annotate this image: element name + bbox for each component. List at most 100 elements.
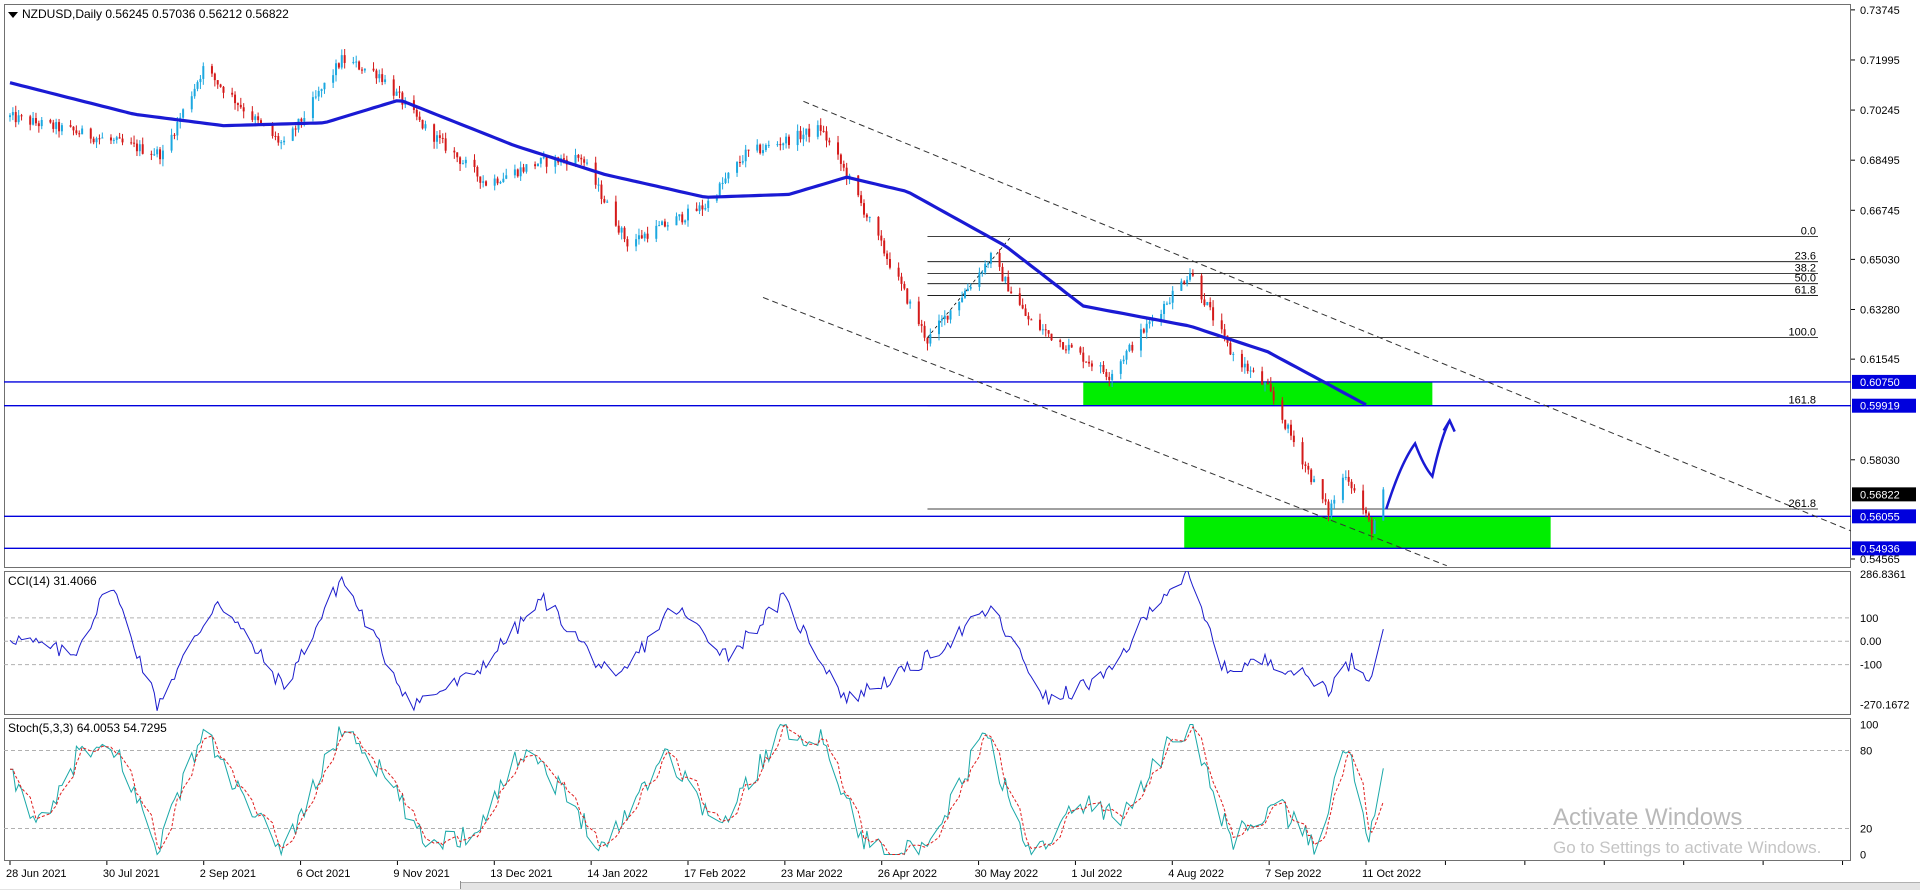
candle-body [536, 163, 539, 167]
candle-body [1321, 479, 1324, 500]
candle-body [1064, 349, 1067, 351]
candle-body [808, 128, 811, 137]
candle-body [294, 128, 297, 130]
candle-body [17, 115, 20, 123]
candle-body [260, 120, 263, 124]
candle-body [133, 142, 136, 144]
candle-body [661, 221, 664, 226]
candle-body [736, 162, 739, 173]
time-tick-label: 2 Sep 2021 [200, 868, 256, 880]
candle-body [280, 142, 283, 144]
candle-body [963, 291, 966, 298]
candle-body [1382, 489, 1385, 521]
level-tag-label: 0.56055 [1860, 511, 1900, 523]
candle-body [1281, 400, 1284, 420]
price-tick-label: 0.65030 [1860, 254, 1900, 266]
stoch-tick-label: 0 [1860, 850, 1866, 862]
candle-body [554, 157, 557, 167]
candle-body [623, 227, 626, 240]
candle-body [998, 252, 1001, 267]
candle-body [721, 182, 724, 184]
candle-body [1125, 350, 1128, 360]
candle-body [58, 122, 61, 132]
symbol-header: NZDUSD,Daily 0.56245 0.57036 0.56212 0.5… [8, 7, 289, 21]
candle-body [764, 144, 767, 151]
price-tick-label: 0.68495 [1860, 155, 1900, 167]
candle-body [1099, 364, 1102, 367]
candle-body [444, 138, 447, 151]
candle-body [862, 203, 865, 215]
candle-body [1212, 307, 1215, 321]
stoch-axis: 100 80 20 0 [1860, 720, 1878, 862]
stoch-panel[interactable] [4, 723, 1851, 857]
candle-body [562, 158, 565, 160]
candle-body [1088, 361, 1091, 364]
candle-body [29, 116, 32, 125]
candle-body [222, 86, 225, 93]
candle-body [1128, 344, 1131, 351]
zone-1 [1083, 381, 1433, 406]
candle-body [519, 167, 522, 177]
candle-body [115, 137, 118, 140]
candle-body [799, 130, 802, 140]
candle-body [698, 205, 701, 211]
candle-body [782, 143, 785, 146]
candle-body [352, 61, 355, 63]
candle-body [762, 150, 765, 154]
candle-body [1038, 319, 1041, 330]
candle-body [303, 118, 306, 122]
candle-body [580, 157, 583, 160]
candle-body [1304, 464, 1307, 466]
candle-body [1122, 359, 1125, 362]
candle-body [213, 73, 216, 81]
candle-body [961, 297, 964, 302]
cci-label: CCI(14) 31.4066 [8, 574, 97, 588]
candle-body [1324, 499, 1327, 502]
chart-tab-active[interactable] [0, 881, 461, 889]
candle-body [767, 144, 770, 146]
candle-body [1142, 329, 1145, 333]
candle-body [643, 233, 646, 239]
candle-body [539, 157, 542, 164]
candle-body [343, 55, 346, 63]
candle-body [1189, 273, 1192, 280]
cci-panel[interactable] [4, 568, 1851, 712]
candle-body [1191, 273, 1194, 276]
candle-body [1292, 435, 1295, 443]
candle-body [1266, 383, 1269, 385]
candle-body [839, 154, 842, 164]
time-tick-label: 4 Aug 2022 [1168, 868, 1224, 880]
stoch-tick-label: 80 [1860, 746, 1872, 758]
candle-body [776, 144, 779, 146]
time-tick-label: 28 Jun 2021 [6, 868, 67, 880]
candle-body [81, 128, 84, 135]
candle-body [9, 115, 11, 118]
candle-body [332, 75, 335, 83]
candle-body [372, 68, 375, 71]
candle-body [112, 139, 115, 141]
candle-body [1365, 510, 1367, 514]
stoch-panel-frame [4, 718, 1851, 861]
stoch-tick-label: 100 [1860, 720, 1878, 732]
candle-body [473, 159, 476, 168]
candle-body [1010, 291, 1013, 294]
zone-2 [1184, 516, 1551, 549]
candle-body [130, 142, 133, 144]
candlesticks [9, 49, 1385, 541]
candle-body [461, 163, 464, 165]
candle-body [118, 137, 121, 139]
candle-body [868, 216, 871, 218]
candle-body [666, 225, 669, 227]
header-triangle-icon[interactable] [8, 11, 18, 18]
candle-body [335, 63, 338, 76]
candle-body [49, 119, 52, 123]
candle-body [381, 74, 384, 82]
candle-body [984, 263, 987, 273]
price-panel[interactable] [4, 49, 1917, 567]
price-tick-label: 0.66745 [1860, 205, 1900, 217]
candle-body [1007, 276, 1010, 292]
candle-body [900, 276, 903, 284]
moving-average [9, 81, 1367, 407]
chart-tab-strip[interactable] [0, 882, 1920, 890]
